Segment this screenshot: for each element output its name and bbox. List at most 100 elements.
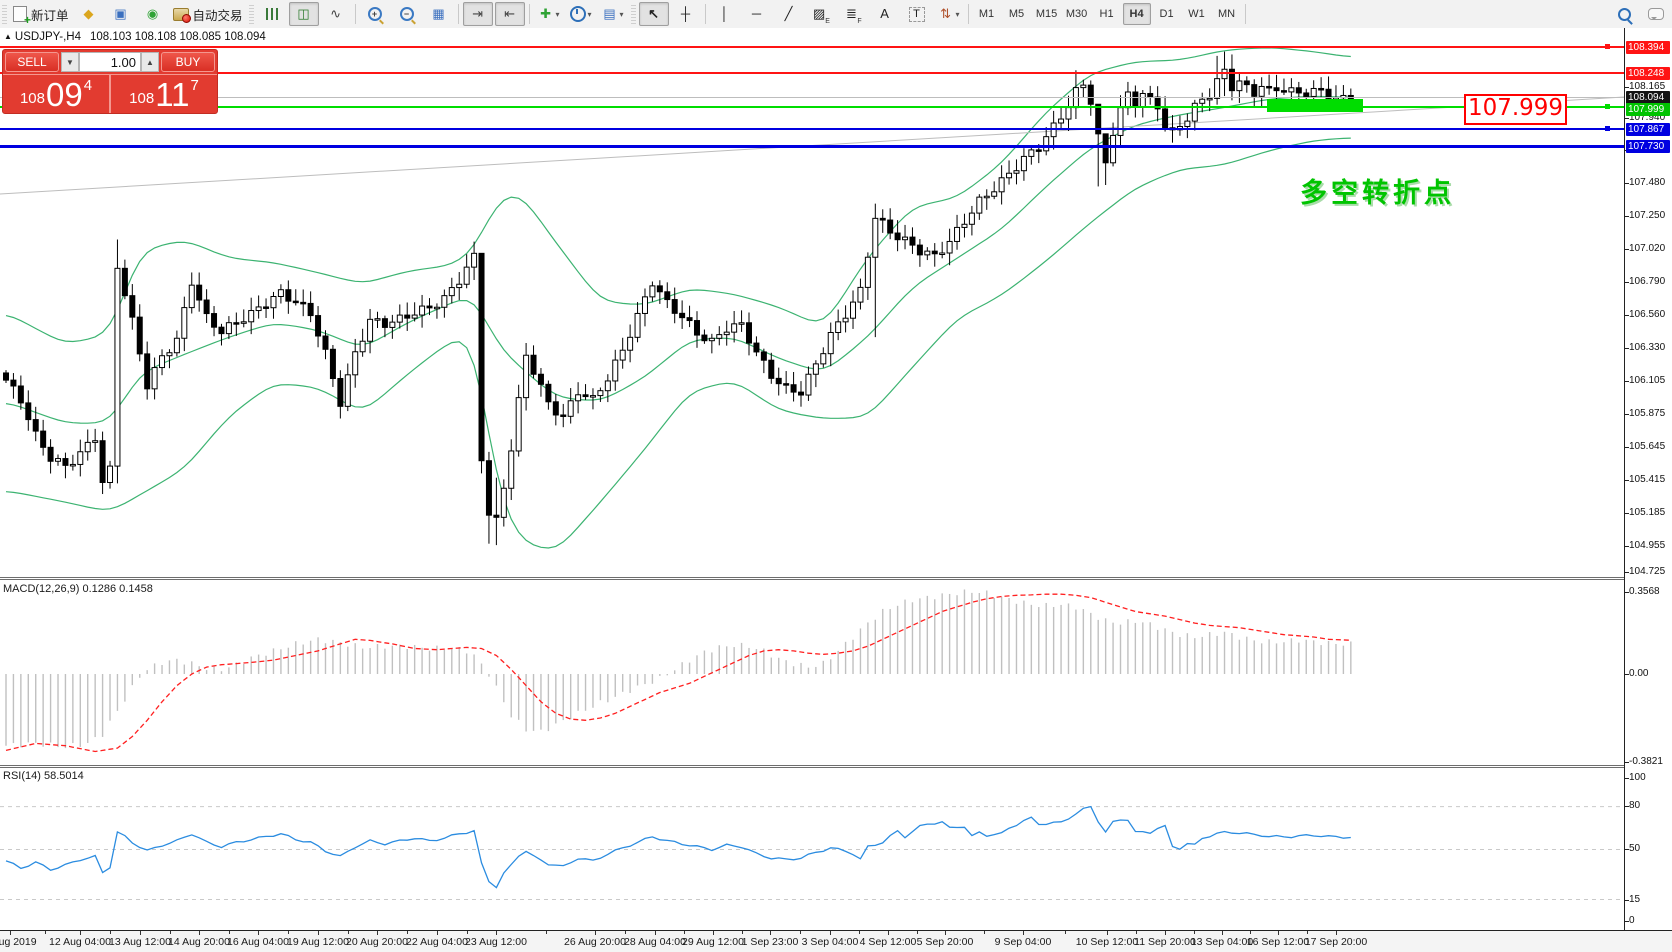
horizontal-line-object[interactable] bbox=[0, 46, 1624, 48]
horizontal-line-button[interactable]: ─ bbox=[742, 2, 772, 26]
price-line-badge: 107.730 bbox=[1626, 140, 1670, 153]
autotrading-button[interactable]: 自动交易 bbox=[170, 2, 246, 26]
chat-icon bbox=[1648, 8, 1664, 20]
indicators-button[interactable]: ✚ ▾ bbox=[534, 2, 564, 26]
sell-price-handle: 108 bbox=[19, 90, 45, 107]
buy-button[interactable]: BUY bbox=[161, 52, 215, 72]
zoom-out-icon: − bbox=[399, 7, 414, 21]
tile-windows-button[interactable]: ▦ bbox=[424, 2, 454, 26]
time-axis-tick bbox=[1250, 931, 1251, 934]
price-axis[interactable]: 108.165107.940107.710107.480107.250107.0… bbox=[1624, 28, 1672, 930]
cursor-button[interactable]: ↖ bbox=[638, 2, 669, 26]
cursor-icon: ↖ bbox=[648, 6, 659, 21]
search-button[interactable] bbox=[1609, 2, 1639, 26]
line-handle[interactable] bbox=[1605, 104, 1610, 109]
templates-button[interactable]: ▤ ▾ bbox=[598, 2, 628, 26]
indicators-caret-icon: ▾ bbox=[555, 9, 560, 19]
axis-tick bbox=[1625, 87, 1629, 88]
sell-button[interactable]: SELL bbox=[5, 52, 59, 72]
timeframe-m15-button[interactable]: M15 bbox=[1035, 8, 1058, 20]
bar-chart-button[interactable] bbox=[257, 2, 287, 26]
collapse-panel-icon[interactable]: ▲ bbox=[4, 32, 12, 41]
axis-tick-label: 80 bbox=[1629, 800, 1641, 811]
timeframe-m1-button[interactable]: M1 bbox=[978, 8, 995, 20]
auto-scroll-button[interactable]: ⇥ bbox=[462, 2, 493, 26]
main-toolbar: 新订单 ◆ ▣ ◉ 自动交易 ◫ ∿ + − bbox=[0, 0, 1672, 29]
pane-separator[interactable] bbox=[0, 577, 1624, 578]
buy-price[interactable]: 108 11 7 bbox=[111, 75, 217, 113]
axis-tick-label: 107.480 bbox=[1629, 177, 1666, 188]
fibonacci-button[interactable]: ≣ F bbox=[838, 2, 868, 26]
zoom-out-button[interactable]: − bbox=[392, 2, 422, 26]
arrows-button[interactable]: ⇅ ▾ bbox=[934, 2, 964, 26]
volume-decrease-button[interactable]: ▼ bbox=[61, 52, 79, 72]
axis-tick bbox=[1625, 381, 1629, 382]
horizontal-line-object[interactable] bbox=[0, 128, 1624, 130]
new-order-button[interactable]: 新订单 bbox=[10, 2, 72, 27]
equidistant-channel-button[interactable]: ▨ E bbox=[806, 2, 836, 26]
equidistant-channel-icon: ▨ bbox=[813, 6, 826, 21]
timeframe-w1-button[interactable]: W1 bbox=[1188, 8, 1205, 20]
text-icon: A bbox=[880, 6, 889, 21]
time-axis-tick bbox=[496, 931, 497, 935]
line-handle[interactable] bbox=[1605, 44, 1610, 49]
axis-tick bbox=[1625, 249, 1629, 250]
chat-button[interactable] bbox=[1641, 2, 1671, 26]
one-click-trading-panel: SELL ▼ 1.00 ▲ BUY 108 09 4 108 11 bbox=[2, 49, 218, 114]
sell-price[interactable]: 108 09 4 bbox=[3, 75, 109, 113]
trendline-button[interactable]: ╱ bbox=[774, 2, 804, 26]
axis-tick-label: 107.940 bbox=[1629, 112, 1666, 123]
timeframe-m5-button[interactable]: M5 bbox=[1008, 8, 1025, 20]
time-axis-tick bbox=[199, 931, 200, 935]
toolbar-grip[interactable] bbox=[2, 4, 7, 24]
current-price-line[interactable] bbox=[0, 97, 1624, 98]
line-handle[interactable] bbox=[1605, 126, 1610, 131]
periods-button[interactable]: ▾ bbox=[566, 2, 596, 26]
chart-canvas[interactable] bbox=[0, 28, 1624, 930]
axis-tick-label: 105.875 bbox=[1629, 408, 1666, 419]
metaeditor-button[interactable]: ◆ bbox=[74, 2, 104, 26]
horizontal-line-object[interactable] bbox=[0, 145, 1624, 148]
horizontal-line-object[interactable] bbox=[0, 106, 1624, 108]
sell-price-pip: 4 bbox=[83, 77, 93, 94]
horizontal-line-object[interactable] bbox=[0, 72, 1624, 74]
autotrading-icon bbox=[172, 7, 191, 23]
time-axis-tick bbox=[10, 931, 11, 935]
time-axis-tick bbox=[888, 931, 889, 935]
chart-area[interactable]: 107.999 多空转折点 ▲ USDJPY-,H4 108.103 108.108… bbox=[0, 28, 1672, 952]
text-button[interactable]: A bbox=[870, 2, 900, 26]
time-axis-label: 10 Sep 12:00 bbox=[1075, 936, 1139, 948]
fibonacci-icon: ≣ bbox=[845, 6, 857, 21]
timeframe-mn-button[interactable]: MN bbox=[1217, 8, 1236, 20]
candlestick-chart-button[interactable]: ◫ bbox=[288, 2, 319, 26]
pane-separator[interactable] bbox=[0, 765, 1624, 766]
timeframe-h1-button[interactable]: H1 bbox=[1099, 8, 1114, 20]
volume-input[interactable]: 1.00 bbox=[79, 52, 141, 72]
crosshair-button[interactable]: ┼ bbox=[671, 2, 701, 26]
support-highlight-box[interactable] bbox=[1267, 99, 1363, 112]
sell-price-main: 09 bbox=[45, 76, 83, 113]
text-label-button[interactable]: T bbox=[902, 2, 932, 26]
volume-increase-button[interactable]: ▲ bbox=[141, 52, 159, 72]
toolbar-grip[interactable] bbox=[630, 4, 636, 24]
vertical-line-button[interactable]: │ bbox=[710, 2, 740, 26]
toolbar-grip[interactable] bbox=[248, 4, 254, 24]
metaeditor-icon: ◆ bbox=[83, 6, 94, 21]
price-callout[interactable]: 107.999 bbox=[1464, 94, 1567, 125]
time-axis-tick bbox=[110, 931, 111, 934]
line-chart-button[interactable]: ∿ bbox=[321, 2, 351, 26]
turning-point-annotation[interactable]: 多空转折点 bbox=[1300, 178, 1455, 208]
timeframe-m30-button[interactable]: M30 bbox=[1065, 8, 1088, 20]
time-axis-tick bbox=[466, 931, 468, 934]
axis-tick-label: 106.330 bbox=[1629, 342, 1666, 353]
new-chart-button[interactable]: ▣ bbox=[106, 2, 136, 26]
chart-shift-button[interactable]: ⇤ bbox=[494, 2, 525, 26]
rsi-label: RSI(14) 58.5014 bbox=[3, 770, 84, 782]
price-line-badge: 108.394 bbox=[1626, 41, 1670, 54]
timeframe-d1-button[interactable]: D1 bbox=[1159, 8, 1174, 20]
timeframe-h4-button[interactable]: H4 bbox=[1122, 3, 1151, 25]
time-axis-tick bbox=[318, 931, 319, 935]
zoom-in-button[interactable]: + bbox=[360, 2, 390, 26]
strategy-tester-button[interactable]: ◉ bbox=[138, 2, 168, 26]
